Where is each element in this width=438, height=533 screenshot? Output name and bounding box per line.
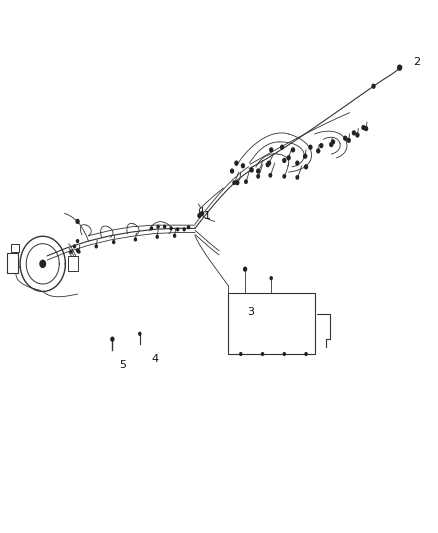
Circle shape xyxy=(282,158,286,163)
Circle shape xyxy=(75,219,80,224)
Circle shape xyxy=(316,148,321,154)
Circle shape xyxy=(331,139,335,144)
Circle shape xyxy=(343,135,347,141)
Circle shape xyxy=(76,239,79,243)
Circle shape xyxy=(280,144,284,150)
Circle shape xyxy=(329,142,333,147)
Circle shape xyxy=(243,266,247,272)
Circle shape xyxy=(256,168,260,174)
Circle shape xyxy=(261,352,264,356)
Circle shape xyxy=(95,244,98,248)
Circle shape xyxy=(269,147,273,152)
Circle shape xyxy=(134,237,137,241)
Circle shape xyxy=(291,147,295,152)
Circle shape xyxy=(197,213,201,218)
Circle shape xyxy=(268,173,272,177)
Text: 4: 4 xyxy=(152,354,159,364)
Bar xyxy=(7,253,18,273)
Circle shape xyxy=(163,224,166,229)
Circle shape xyxy=(283,352,286,356)
Text: 5: 5 xyxy=(119,360,126,369)
Circle shape xyxy=(170,226,173,230)
Text: 2: 2 xyxy=(413,58,420,67)
Circle shape xyxy=(244,179,248,184)
Circle shape xyxy=(176,227,180,231)
Circle shape xyxy=(69,249,73,254)
Circle shape xyxy=(155,235,159,239)
Bar xyxy=(68,256,78,271)
Circle shape xyxy=(283,174,286,179)
Circle shape xyxy=(232,180,236,185)
Circle shape xyxy=(265,162,270,167)
Text: 3: 3 xyxy=(247,306,254,317)
Circle shape xyxy=(352,130,356,135)
Text: 1: 1 xyxy=(204,211,211,221)
Circle shape xyxy=(295,160,300,166)
Circle shape xyxy=(355,132,360,138)
Circle shape xyxy=(397,64,402,71)
Circle shape xyxy=(256,174,260,179)
Circle shape xyxy=(286,155,291,160)
Circle shape xyxy=(76,248,79,253)
Circle shape xyxy=(173,233,177,238)
Circle shape xyxy=(183,227,186,231)
Circle shape xyxy=(304,352,308,356)
Circle shape xyxy=(239,352,243,356)
Circle shape xyxy=(371,84,376,89)
Circle shape xyxy=(150,226,153,230)
Circle shape xyxy=(241,163,245,168)
Circle shape xyxy=(110,336,115,342)
Circle shape xyxy=(112,240,116,244)
Circle shape xyxy=(267,160,271,166)
Circle shape xyxy=(250,167,254,173)
Circle shape xyxy=(77,249,81,254)
Circle shape xyxy=(346,138,351,143)
Circle shape xyxy=(269,276,273,280)
Circle shape xyxy=(295,175,299,180)
Circle shape xyxy=(156,224,160,229)
Circle shape xyxy=(235,180,240,185)
Circle shape xyxy=(234,160,239,166)
Circle shape xyxy=(138,332,141,336)
Circle shape xyxy=(319,143,323,148)
Circle shape xyxy=(39,260,46,268)
Circle shape xyxy=(364,126,368,131)
Circle shape xyxy=(361,125,366,130)
Circle shape xyxy=(73,244,76,248)
Circle shape xyxy=(304,164,308,169)
Circle shape xyxy=(187,225,190,229)
Circle shape xyxy=(200,211,204,216)
Bar xyxy=(11,244,19,252)
Circle shape xyxy=(230,168,234,174)
Circle shape xyxy=(303,154,307,159)
Circle shape xyxy=(308,144,313,150)
